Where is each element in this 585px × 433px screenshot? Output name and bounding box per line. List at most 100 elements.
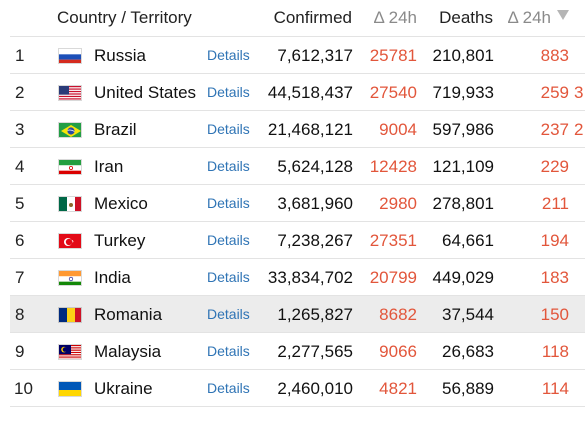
country-name: Ukraine: [94, 379, 153, 398]
delta-deaths-cell: 237: [540, 120, 569, 139]
details-link[interactable]: Details: [207, 158, 250, 174]
delta-confirmed-cell: 9066: [379, 342, 417, 361]
rank-cell: 8: [15, 305, 25, 324]
table-row: 6 Turkey Details 7,238,267 27351 64,661 …: [10, 221, 585, 258]
details-link[interactable]: Details: [207, 343, 250, 359]
delta-confirmed-cell: 9004: [379, 120, 417, 139]
details-link[interactable]: Details: [207, 380, 250, 396]
column-header-delta-deaths[interactable]: Δ 24h: [507, 8, 551, 27]
delta-deaths-cell: 259: [540, 83, 569, 102]
iran-flag-icon: [58, 159, 82, 175]
details-link[interactable]: Details: [207, 195, 250, 211]
deaths-cell: 64,661: [442, 231, 494, 250]
details-link[interactable]: Details: [207, 269, 250, 285]
rank-cell: 4: [15, 157, 25, 176]
sort-descending-icon[interactable]: [557, 10, 569, 20]
delta-confirmed-cell: 27351: [369, 231, 417, 250]
delta-confirmed-cell: 4821: [379, 379, 417, 398]
deaths-cell: 26,683: [442, 342, 494, 361]
deaths-cell: 37,544: [442, 305, 494, 324]
confirmed-cell: 2,460,010: [277, 379, 353, 398]
rank-cell: 10: [14, 379, 33, 398]
table-row: 7 India Details 33,834,702 20799 449,029…: [10, 258, 585, 295]
column-header-confirmed[interactable]: Confirmed: [273, 8, 352, 27]
us-flag-icon: [58, 85, 82, 101]
details-link[interactable]: Details: [207, 306, 250, 322]
delta-deaths-cell: 118: [541, 342, 569, 361]
confirmed-cell: 44,518,437: [267, 83, 353, 102]
delta-deaths-cell: 114: [541, 379, 569, 398]
country-name: India: [94, 268, 131, 287]
russia-flag-icon: [58, 48, 82, 64]
delta-confirmed-cell: 27540: [369, 83, 417, 102]
confirmed-cell: 33,834,702: [267, 268, 353, 287]
turkey-flag-icon: [58, 233, 82, 249]
delta-deaths-cell: 194: [540, 231, 569, 250]
country-name: Turkey: [94, 231, 146, 250]
country-name: Brazil: [94, 120, 137, 139]
rank-cell: 1: [15, 46, 25, 65]
deaths-cell: 56,889: [442, 379, 494, 398]
table-row: 4 Iran Details 5,624,128 12428 121,109 2…: [10, 147, 585, 184]
country-name: Iran: [94, 157, 124, 176]
confirmed-cell: 21,468,121: [267, 120, 353, 139]
rank-cell: 6: [15, 231, 25, 250]
delta-confirmed-cell: 12428: [369, 157, 417, 176]
column-header-delta-confirmed[interactable]: Δ 24h: [373, 8, 417, 27]
deaths-cell: 210,801: [432, 46, 494, 65]
rank-cell: 7: [15, 268, 25, 287]
deaths-cell: 278,801: [432, 194, 494, 213]
details-link[interactable]: Details: [207, 232, 250, 248]
country-name: Mexico: [94, 194, 148, 213]
delta-deaths-cell: 150: [540, 305, 569, 324]
deaths-cell: 719,933: [432, 83, 494, 102]
mexico-flag-icon: [58, 196, 82, 212]
deaths-cell: 597,986: [432, 120, 494, 139]
rank-cell: 3: [15, 120, 25, 139]
brazil-flag-icon: [58, 122, 82, 138]
confirmed-cell: 5,624,128: [277, 157, 353, 176]
table-row: 3 Brazil Details 21,468,121 9004 597,986…: [10, 110, 585, 147]
confirmed-cell: 3,681,960: [277, 194, 353, 213]
delta-deaths-cell: 183: [540, 268, 569, 287]
table-row: 10 Ukraine Details 2,460,010 4821 56,889…: [10, 369, 585, 407]
table-row: 8 Romania Details 1,265,827 8682 37,544 …: [10, 295, 585, 332]
delta-deaths-cell: 229: [540, 157, 569, 176]
india-flag-icon: [58, 270, 82, 286]
rank-cell: 2: [15, 83, 25, 102]
details-link[interactable]: Details: [207, 84, 250, 100]
table-header: Country / Territory Confirmed Δ 24h Deat…: [0, 0, 585, 36]
details-link[interactable]: Details: [207, 121, 250, 137]
country-name: Russia: [94, 46, 146, 65]
delta-deaths-cell: 883: [540, 46, 569, 65]
delta-confirmed-cell: 8682: [379, 305, 417, 324]
country-name: United States: [94, 83, 197, 102]
table-row: 9 Malaysia Details 2,277,565 9066 26,683…: [10, 332, 585, 369]
table-row: 5 Mexico Details 3,681,960 2980 278,801 …: [10, 184, 585, 221]
ukraine-flag-icon: [58, 381, 82, 397]
clipped-cell: 2: [574, 120, 584, 139]
clipped-cell: 3: [574, 83, 584, 102]
country-name: Romania: [94, 305, 163, 324]
details-link[interactable]: Details: [207, 47, 250, 63]
delta-confirmed-cell: 2980: [379, 194, 417, 213]
delta-confirmed-cell: 20799: [369, 268, 417, 287]
malaysia-flag-icon: [58, 344, 82, 360]
confirmed-cell: 7,612,317: [277, 46, 353, 65]
confirmed-cell: 1,265,827: [277, 305, 353, 324]
country-name: Malaysia: [94, 342, 162, 361]
column-header-country[interactable]: Country / Territory: [57, 8, 192, 27]
confirmed-cell: 7,238,267: [277, 231, 353, 250]
romania-flag-icon: [58, 307, 82, 323]
column-header-deaths[interactable]: Deaths: [439, 8, 493, 27]
delta-deaths-cell: 211: [541, 194, 569, 213]
table-row: 2 United States Details 44,518,437 27540…: [10, 73, 585, 110]
rank-cell: 5: [15, 194, 25, 213]
table-row: 1 Russia Details 7,612,317 25781 210,801…: [10, 36, 585, 73]
confirmed-cell: 2,277,565: [277, 342, 353, 361]
rank-cell: 9: [15, 342, 25, 361]
delta-confirmed-cell: 25781: [369, 46, 417, 65]
deaths-cell: 121,109: [432, 157, 494, 176]
deaths-cell: 449,029: [432, 268, 494, 287]
